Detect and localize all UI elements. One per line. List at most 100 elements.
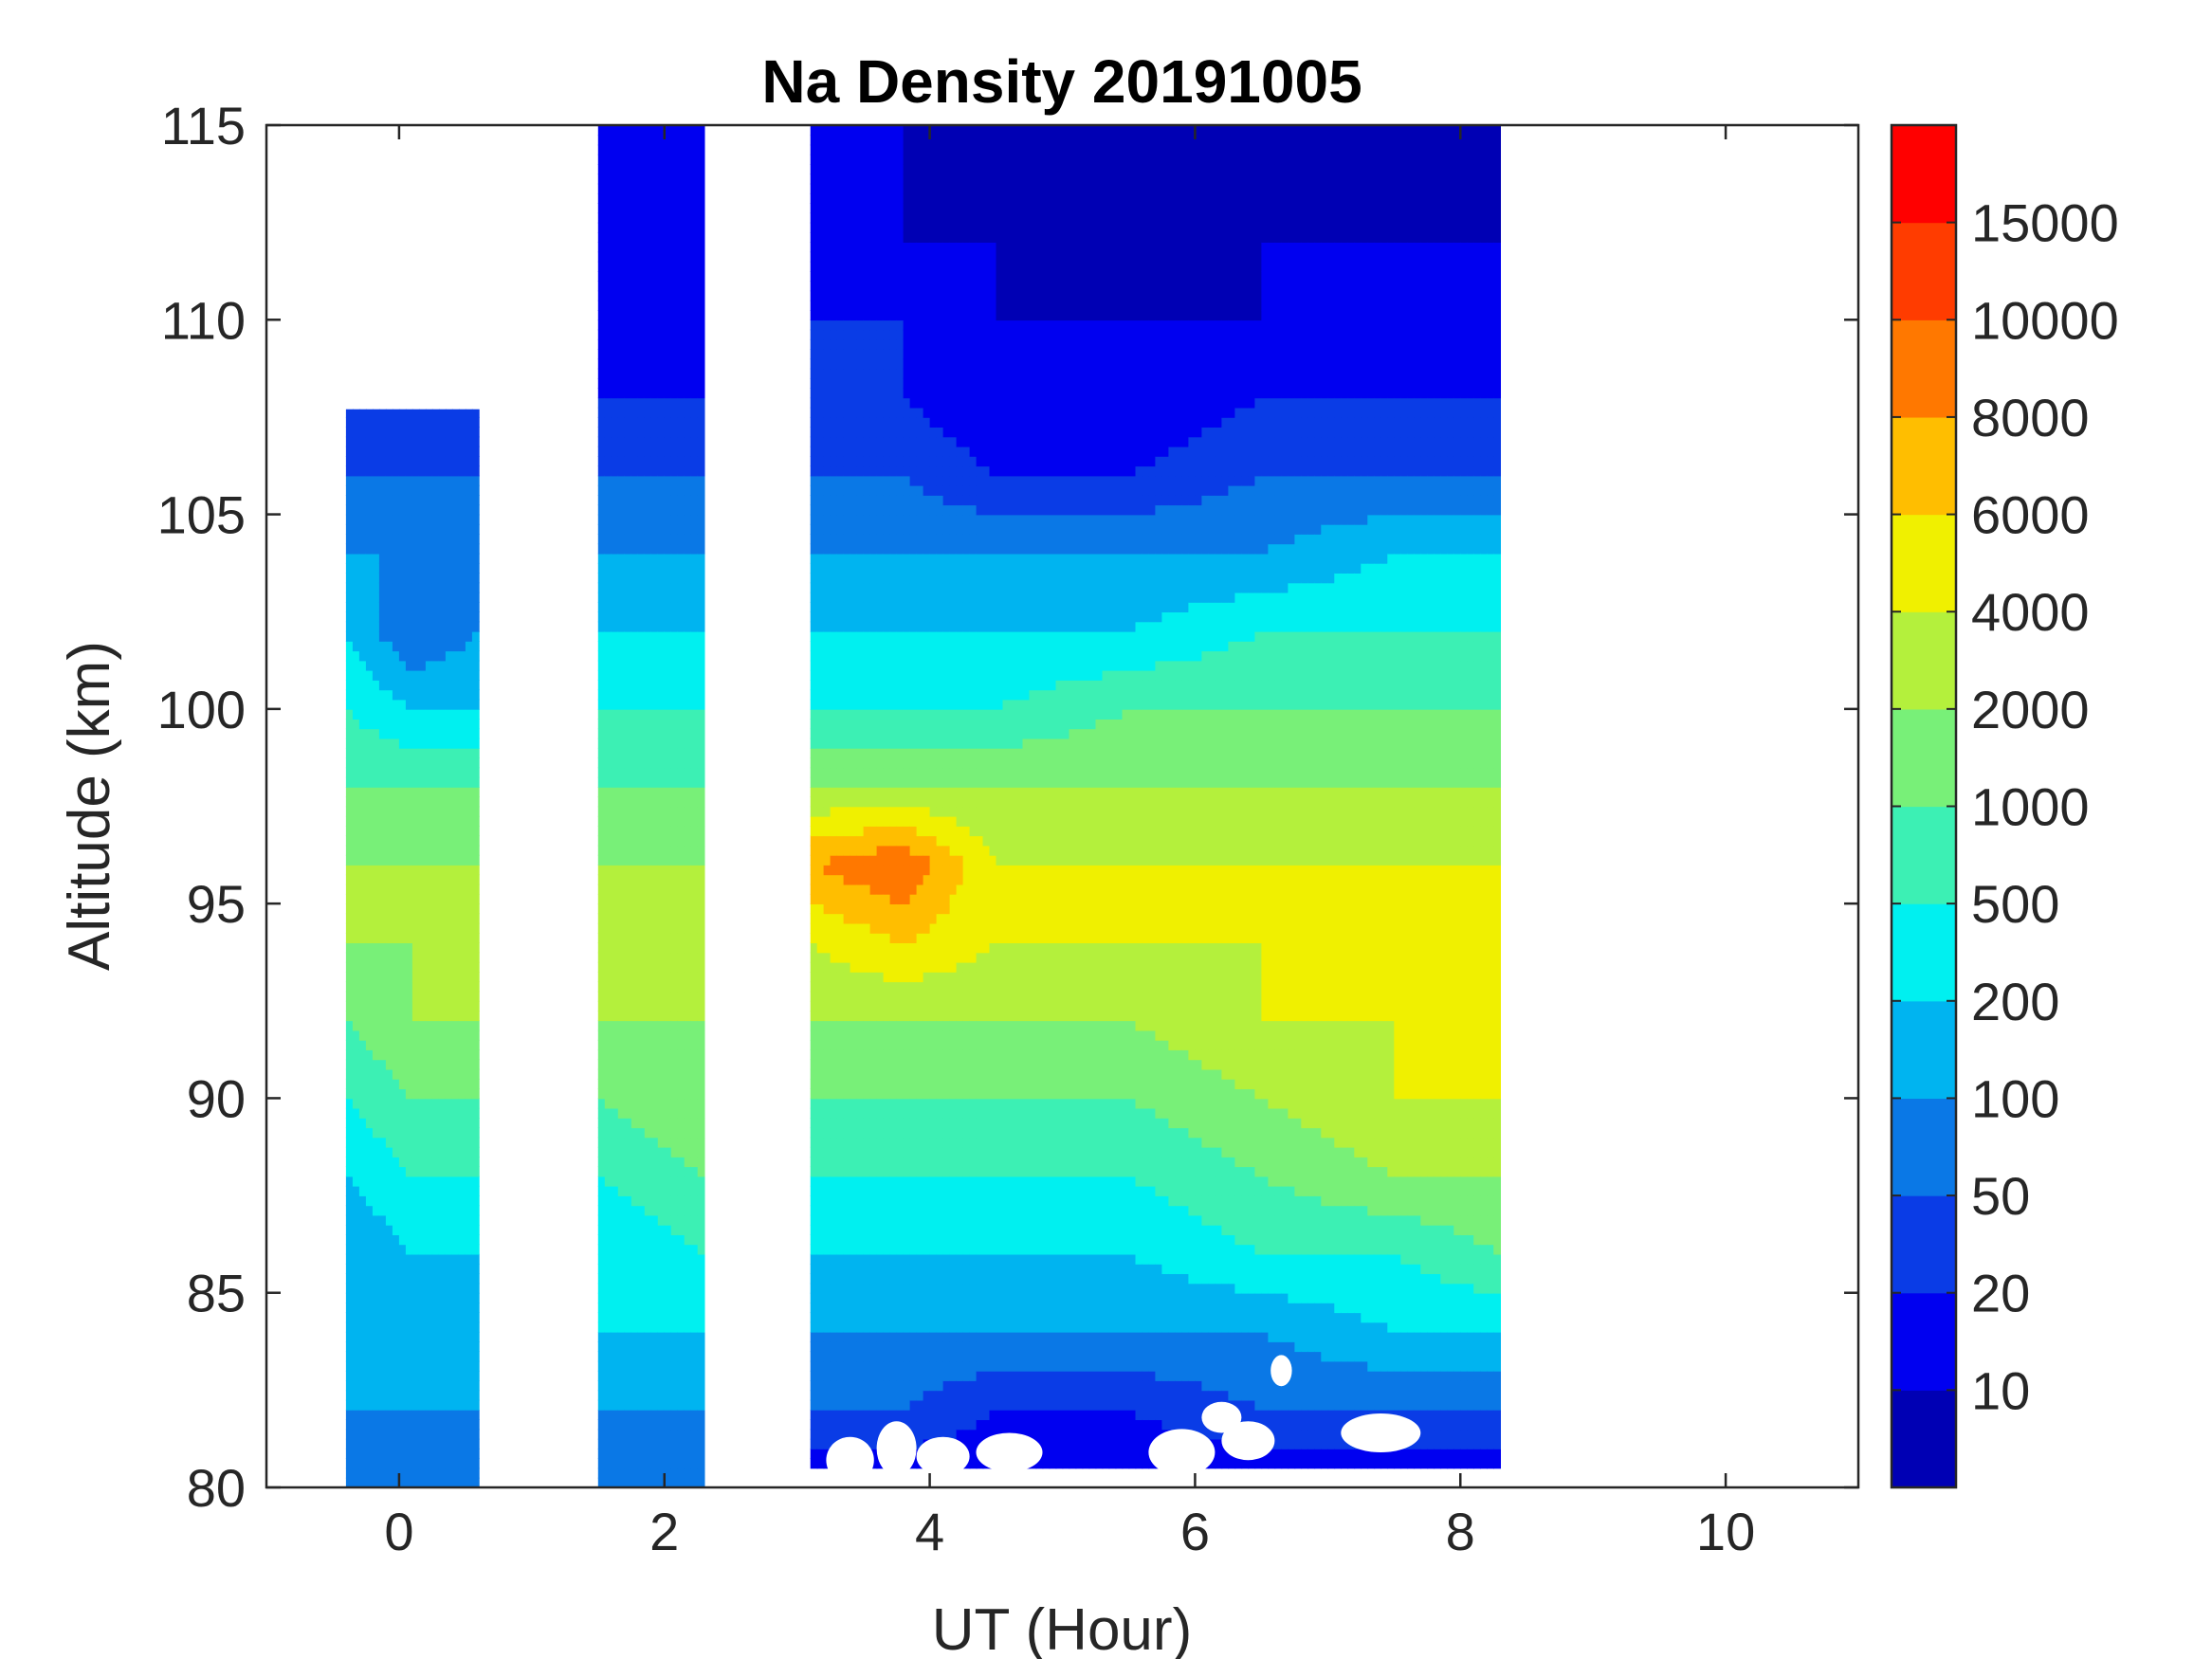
contour-cell	[385, 1380, 393, 1392]
contour-cell	[352, 1234, 360, 1246]
contour-cell	[690, 961, 699, 973]
contour-cell	[471, 543, 480, 555]
contour-cell	[445, 738, 453, 749]
contour-cell	[657, 922, 666, 934]
contour-cell	[378, 961, 387, 973]
contour-cell	[690, 601, 699, 612]
contour-cell	[644, 212, 652, 224]
contour-cell	[471, 650, 480, 662]
contour-cell	[684, 669, 692, 681]
contour-cell	[624, 1283, 632, 1294]
contour-cell	[810, 495, 818, 506]
contour-cell	[631, 1283, 639, 1294]
contour-cell	[451, 865, 460, 876]
contour-cell	[624, 1458, 632, 1469]
contour-cell	[690, 1331, 699, 1342]
contour-cell	[451, 601, 460, 612]
contour-cell	[644, 689, 652, 701]
contour-cell	[345, 806, 354, 817]
contour-cell	[458, 621, 466, 632]
contour-cell	[458, 514, 466, 525]
contour-cell	[425, 1127, 433, 1139]
contour-cell	[684, 884, 692, 895]
contour-cell	[644, 1448, 652, 1459]
contour-cell	[398, 1039, 407, 1050]
contour-cell	[631, 1477, 639, 1487]
contour-cell	[657, 475, 666, 486]
contour-cell	[471, 562, 480, 574]
contour-cell	[398, 1438, 407, 1449]
contour-cell	[398, 1185, 407, 1196]
contour-cell	[411, 1409, 420, 1420]
contour-cell	[637, 144, 646, 155]
contour-cell	[816, 290, 825, 301]
contour-cell	[358, 611, 367, 623]
contour-cell	[816, 1399, 825, 1411]
contour-cell	[392, 1380, 400, 1392]
contour-cell	[405, 1195, 413, 1207]
contour-cell	[637, 630, 646, 642]
contour-cell	[465, 582, 473, 593]
contour-cell	[697, 1468, 705, 1479]
contour-cell	[445, 991, 453, 1002]
contour-cell	[617, 388, 626, 399]
contour-cell	[670, 173, 679, 185]
contour-cell	[823, 757, 832, 769]
contour-cell	[810, 1146, 818, 1158]
contour-cell	[823, 358, 832, 370]
contour-cell	[597, 271, 606, 283]
contour-cell	[823, 173, 832, 185]
contour-cell	[438, 1185, 447, 1196]
contour-cell	[684, 1234, 692, 1246]
contour-cell	[418, 1205, 427, 1216]
contour-cell	[823, 164, 832, 175]
contour-cell	[664, 446, 672, 457]
contour-cell	[471, 1253, 480, 1265]
contour-cell	[823, 708, 832, 720]
contour-cell	[657, 1283, 666, 1294]
contour-cell	[611, 854, 619, 866]
contour-cell	[378, 1020, 387, 1031]
contour-cell	[670, 446, 679, 457]
contour-cell	[425, 757, 433, 769]
contour-cell	[697, 680, 705, 691]
contour-cell	[677, 1059, 686, 1070]
contour-cell	[823, 1399, 832, 1411]
contour-cell	[830, 504, 838, 516]
contour-cell	[617, 504, 626, 516]
contour-cell	[657, 641, 666, 652]
contour-cell	[604, 913, 612, 924]
contour-cell	[650, 621, 659, 632]
contour-cell	[465, 1039, 473, 1050]
contour-cell	[425, 1078, 433, 1089]
contour-cell	[392, 592, 400, 603]
contour-cell	[372, 669, 380, 681]
contour-cell	[657, 1292, 666, 1304]
contour-cell	[345, 991, 354, 1002]
contour-cell	[471, 747, 480, 758]
contour-cell	[611, 641, 619, 652]
contour-cell	[697, 534, 705, 545]
contour-cell	[451, 1273, 460, 1285]
contour-cell	[358, 865, 367, 876]
contour-cell	[816, 1146, 825, 1158]
contour-cell	[677, 680, 686, 691]
contour-cell	[624, 1176, 632, 1187]
contour-cell	[644, 582, 652, 593]
contour-cell	[604, 680, 612, 691]
contour-cell	[597, 543, 606, 555]
contour-cell	[358, 806, 367, 817]
contour-cell	[378, 1088, 387, 1100]
contour-cell	[358, 1011, 367, 1022]
contour-cell	[597, 1468, 606, 1479]
contour-cell	[604, 1438, 612, 1449]
contour-cell	[385, 523, 393, 535]
contour-cell	[810, 601, 818, 612]
contour-cell	[624, 1351, 632, 1362]
contour-cell	[398, 1331, 407, 1342]
contour-cell	[823, 942, 832, 954]
contour-cell	[411, 1039, 420, 1050]
contour-cell	[617, 1107, 626, 1119]
contour-cell	[677, 319, 686, 331]
contour-cell	[365, 1331, 374, 1342]
